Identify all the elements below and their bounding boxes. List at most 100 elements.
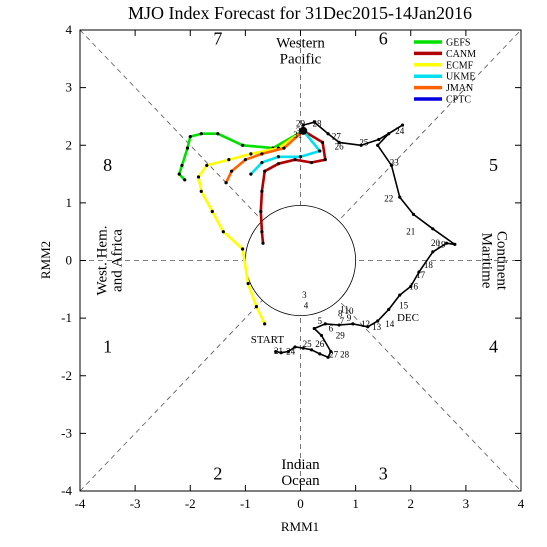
observed-track-point: [318, 352, 322, 356]
legend-label: CANM: [446, 49, 476, 60]
series-point-canm: [323, 158, 327, 162]
observed-track-point: [417, 270, 421, 274]
observed-track-point: [312, 326, 316, 331]
observed-track-point: [431, 250, 435, 254]
series-point-ecmf: [196, 175, 201, 179]
observed-date-label: 10: [345, 306, 355, 316]
series-point-ecmf: [221, 230, 225, 234]
series-point-gefs: [177, 172, 181, 176]
y-tick-label: -2: [61, 368, 72, 383]
x-tick-label: 0: [297, 496, 304, 511]
legend-label: JMAN: [446, 83, 473, 94]
series-point-canm: [259, 209, 263, 214]
y-tick-label: 3: [66, 80, 73, 95]
observed-track-point: [279, 351, 283, 355]
observed-date-label: 26: [335, 141, 345, 151]
series-point-gefs: [199, 132, 203, 136]
phase-number: 7: [213, 28, 222, 48]
series-point-canm: [260, 189, 264, 193]
x-axis-label: RMM1: [281, 519, 319, 534]
observed-date-label: 30: [296, 126, 306, 136]
observed-date-label: 25: [359, 137, 369, 147]
series-point-ecmf: [241, 247, 245, 251]
x-tick-label: -1: [240, 496, 251, 511]
region-label-indian-ocean: Indian: [281, 457, 320, 473]
series-point-gefs: [216, 132, 220, 136]
series-point-gefs: [183, 178, 187, 182]
series-point-ecmf: [205, 163, 209, 168]
observed-date-label: 12: [361, 319, 370, 329]
series-point-ukme: [260, 160, 264, 165]
series-point-ukme: [249, 172, 253, 176]
observed-track-point: [398, 293, 402, 297]
x-tick-label: 4: [518, 496, 525, 511]
y-tick-label: -1: [61, 310, 72, 325]
observed-track-point: [309, 348, 314, 352]
x-tick-label: 1: [352, 496, 359, 511]
observed-date-label: 17: [416, 270, 426, 280]
observed-track-point: [326, 132, 330, 136]
series-point-jman: [243, 158, 247, 162]
observed-track-point: [351, 322, 355, 326]
x-tick-label: -2: [185, 496, 196, 511]
legend-label: CPTC: [446, 95, 471, 106]
phase-number: 5: [489, 155, 498, 175]
observed-date-label: 26: [315, 339, 325, 349]
series-point-canm: [309, 160, 314, 165]
observed-date-label: 3: [302, 290, 307, 300]
region-label-maritime-continent: Continent: [493, 231, 509, 291]
phase-number: 6: [379, 28, 388, 48]
series-point-gefs: [185, 146, 190, 150]
observed-track-point: [398, 195, 402, 199]
observed-track-point: [376, 143, 380, 147]
observed-date-label: 14: [385, 319, 395, 329]
y-tick-label: 0: [66, 253, 73, 268]
y-tick-label: 4: [66, 22, 73, 37]
observed-date-label: 6: [329, 323, 334, 333]
y-tick-label: 2: [66, 137, 73, 152]
observed-date-label: START: [251, 334, 285, 346]
region-label-maritime-continent: Maritime: [478, 233, 494, 289]
phase-number: 1: [103, 337, 112, 357]
series-line-gefs: [177, 129, 304, 181]
observed-date-label: 23: [390, 158, 400, 168]
observed-date-label: 13: [372, 322, 382, 332]
series-point-jman: [282, 146, 286, 150]
observed-track-point: [376, 319, 380, 323]
observed-track-point: [444, 241, 449, 245]
observed-track-point: [337, 323, 341, 327]
observed-date-label: 5: [318, 316, 323, 326]
series-point-canm: [263, 169, 267, 173]
observed-track-point: [337, 140, 341, 144]
observed-date-label: 31: [293, 130, 302, 140]
phase-number: 2: [213, 463, 222, 483]
legend-label: ECMF: [446, 60, 474, 71]
observed-track-point: [301, 346, 305, 350]
region-label-indian-ocean: Ocean: [281, 473, 320, 489]
observed-date-label: 20: [431, 238, 441, 248]
observed-date-label: 27: [329, 349, 339, 359]
y-axis-label: RMM2: [38, 241, 53, 279]
observed-date-label: 18: [424, 260, 434, 270]
observed-track-point: [400, 123, 405, 127]
observed-track-point: [323, 322, 327, 326]
observed-track-point: [293, 345, 297, 349]
observed-date-label: 15: [399, 300, 409, 310]
series-point-gefs: [241, 143, 245, 147]
legend-label: GEFS: [446, 38, 470, 49]
series-point-canm: [276, 162, 281, 166]
observed-track-point: [319, 333, 324, 338]
y-tick-label: -4: [61, 483, 72, 498]
observed-track-point: [387, 132, 391, 136]
observed-track-point: [312, 120, 316, 124]
region-label-west-hem: and Africa: [109, 229, 125, 292]
x-tick-label: -4: [75, 496, 86, 511]
series-point-canm: [261, 241, 265, 245]
observed-date-label: 19: [437, 239, 447, 249]
observed-date-label: 21: [274, 346, 283, 356]
legend-label: UKME: [446, 72, 475, 83]
series-point-gefs: [180, 163, 184, 168]
series-point-ecmf: [263, 322, 267, 326]
series-point-canm: [320, 140, 325, 144]
